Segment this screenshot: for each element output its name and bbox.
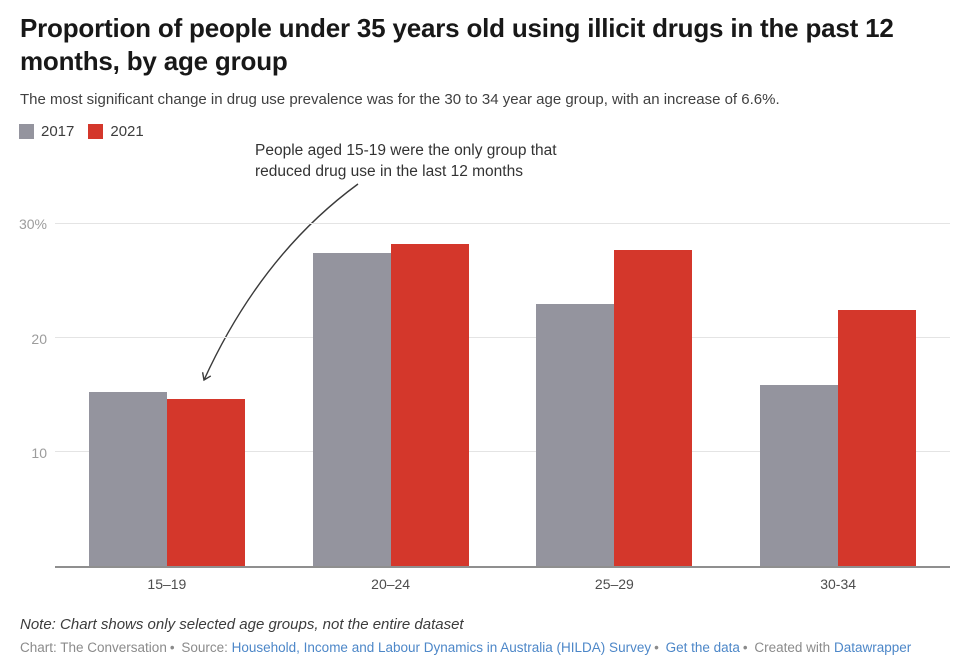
credit-separator: •	[654, 640, 659, 655]
get-the-data-link[interactable]: Get the data	[665, 640, 740, 655]
legend: 2017 2021	[19, 123, 144, 140]
legend-item-2021: 2021	[88, 123, 144, 140]
bar-2021-20–24[interactable]	[390, 243, 469, 566]
bar-2017-20–24[interactable]	[312, 252, 391, 566]
y-tick-label-30: 30%	[18, 216, 47, 233]
page-title: Proportion of people under 35 years old …	[20, 13, 894, 76]
x-axis-label-15–19: 15–19	[147, 576, 187, 592]
y-tick-label-20: 20	[31, 330, 47, 347]
x-axis-labels: 15–19 20–24 25–29 30-34	[55, 576, 950, 592]
gridline-10	[55, 451, 950, 453]
chart-subtitle: The most significant change in drug use …	[20, 91, 780, 108]
source-label: Source:	[181, 640, 228, 655]
datawrapper-link[interactable]: Datawrapper	[833, 640, 912, 655]
bar-2017-15–19[interactable]	[88, 391, 167, 566]
chart-note: Note: Chart shows only selected age grou…	[20, 616, 464, 633]
bar-group-25–29	[503, 190, 727, 566]
bar-2017-25–29[interactable]	[536, 303, 615, 566]
legend-item-2017: 2017	[19, 123, 74, 140]
legend-swatch-2017-icon	[19, 124, 34, 139]
chart-credit-text: Chart: The Conversation	[20, 640, 167, 655]
bar-2021-15–19[interactable]	[166, 398, 245, 566]
chart-credits: Chart: The Conversation • Source: Househo…	[20, 640, 911, 655]
legend-label-2021: 2021	[110, 123, 144, 140]
legend-label-2017: 2017	[41, 123, 75, 140]
bar-group-15–19	[55, 190, 279, 566]
bar-2021-25–29[interactable]	[614, 250, 693, 566]
bar-groups	[55, 190, 950, 566]
bar-group-20–24	[279, 190, 503, 566]
legend-swatch-2021-icon	[88, 124, 104, 139]
credit-separator: •	[742, 640, 748, 655]
bar-2021-30-34[interactable]	[838, 309, 917, 566]
annotation-line-2: reduced drug use in the last 12 months	[255, 163, 523, 180]
x-axis-label-20–24: 20–24	[371, 576, 411, 592]
x-axis-label-25–29: 25–29	[594, 576, 634, 592]
gridline-30	[55, 223, 950, 225]
y-tick-label-10: 10	[31, 445, 47, 462]
gridline-20	[55, 337, 950, 339]
chart-annotation: People aged 15-19 were the only group th…	[255, 140, 557, 182]
bar-group-30-34	[726, 190, 950, 566]
bar-2017-30-34[interactable]	[760, 384, 839, 566]
credit-separator: •	[169, 640, 175, 655]
plot-area	[55, 190, 950, 568]
chart-area: 10 20 30%	[0, 190, 960, 568]
x-axis-label-30-34: 30-34	[820, 576, 857, 592]
source-link[interactable]: Household, Income and Labour Dynamics in…	[231, 640, 652, 655]
created-with-text: Created with	[754, 640, 831, 655]
annotation-line-1: People aged 15-19 were the only group th…	[255, 142, 557, 159]
